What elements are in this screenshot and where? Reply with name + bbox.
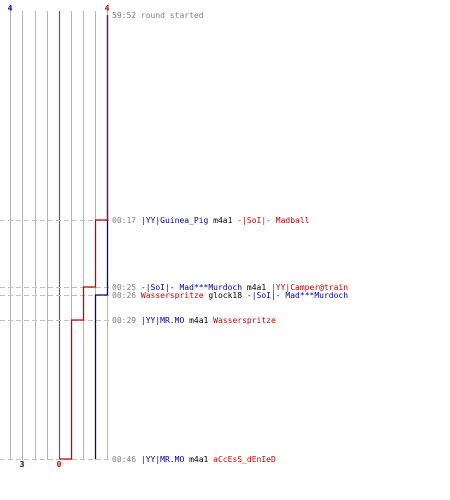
event-time: 00:29: [112, 316, 141, 325]
event-text: aCcEsS_dEnIeD: [213, 455, 276, 464]
event-line: 00:46 |YY|MR.MO m4a1 aCcEsS_dEnIeD: [112, 455, 276, 464]
event-text: m4a1: [184, 316, 213, 325]
blue-max-label: 4: [8, 4, 13, 13]
event-text: -|SoI|- Mad***Murdoch: [141, 283, 242, 292]
event-time: 59:52: [112, 11, 141, 20]
event-time: 00:46: [112, 455, 141, 464]
blue-score-line: [94, 15, 109, 459]
event-time: 00:26: [112, 291, 141, 300]
event-text: Wasserspritze: [213, 316, 276, 325]
event-time: 00:17: [112, 216, 141, 225]
event-text: -|SoI|- Mad***Murdoch: [247, 291, 348, 300]
event-time: 00:25: [112, 283, 141, 292]
event-text: |YY|Guinea_Pig: [141, 216, 209, 225]
red-score-line: [59, 15, 109, 460]
event-line: 00:26 Wasserspritze glock18 -|SoI|- Mad*…: [112, 291, 348, 300]
event-line: 59:52 round started: [112, 11, 204, 20]
event-line: 00:29 |YY|MR.MO m4a1 Wasserspritze: [112, 316, 276, 325]
event-text: round started: [141, 11, 204, 20]
event-text: |YY|MR.MO: [141, 316, 185, 325]
event-text: |YY|MR.MO: [141, 455, 185, 464]
event-line: 00:17 |YY|Guinea_Pig m4a1 -|SoI|- Madbal…: [112, 216, 310, 225]
event-text: -|SoI|- Madball: [237, 216, 309, 225]
event-text: |YY|Camper@train: [271, 283, 348, 292]
event-text: m4a1: [184, 455, 213, 464]
event-text: m4a1: [208, 216, 237, 225]
blue-final-score: 3: [20, 460, 25, 469]
event-text: m4a1: [242, 283, 271, 292]
event-text: glock18: [204, 291, 247, 300]
event-text: Wasserspritze: [141, 291, 204, 300]
red-final-score: 0: [57, 460, 62, 469]
red-max-label: 4: [105, 4, 110, 13]
event-line: 00:25 -|SoI|- Mad***Murdoch m4a1 |YY|Cam…: [112, 283, 348, 292]
